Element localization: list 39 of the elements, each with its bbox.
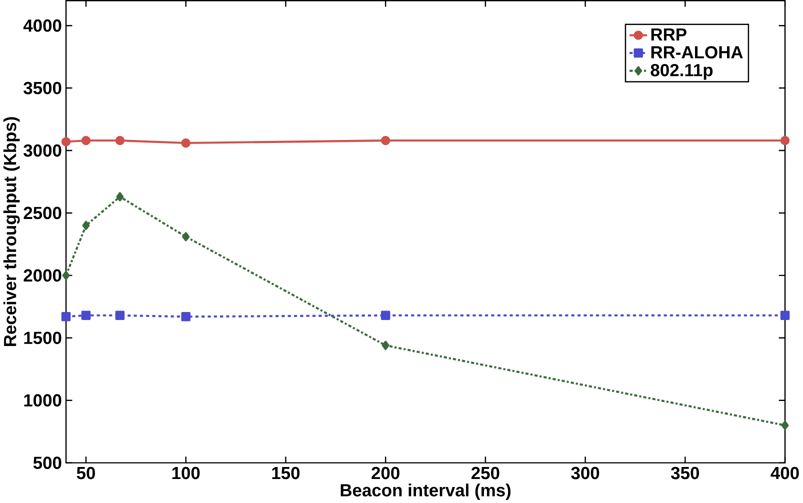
x-tick-label: 100	[172, 466, 200, 480]
point	[781, 420, 789, 430]
y-axis-title: Receiver throughput (Kbps)	[3, 116, 20, 346]
x-tick-label: 50	[76, 466, 95, 480]
y-tick-label: 500	[33, 456, 62, 469]
y-tick-label: 1000	[24, 394, 62, 406]
point	[382, 340, 390, 350]
y-tick-label: 3000	[24, 144, 62, 157]
point	[780, 136, 790, 145]
point	[61, 312, 71, 322]
x-tick-label: 350	[670, 466, 699, 480]
x-tick-label: 200	[372, 466, 400, 480]
legend-label: RR-ALOHA	[651, 46, 743, 58]
point	[81, 136, 91, 145]
point	[181, 312, 190, 322]
point	[380, 136, 390, 145]
legend-label: 802.11p	[650, 64, 713, 80]
y-tick-label: 4000	[23, 19, 62, 32]
legend-label: RRP	[651, 28, 686, 40]
point	[182, 232, 190, 242]
point	[181, 138, 190, 148]
point	[82, 220, 90, 230]
x-tick-label: 250	[471, 466, 500, 480]
point	[380, 310, 390, 320]
x-tick-label: 300	[571, 466, 600, 480]
point	[81, 310, 91, 320]
point	[780, 310, 790, 320]
x-tick-label: 150	[272, 466, 300, 480]
point	[115, 136, 125, 145]
point	[116, 192, 124, 202]
x-axis-title: Beacon interval (ms)	[340, 483, 510, 500]
y-tick-label: 2000	[24, 269, 62, 282]
y-tick-label: 2500	[24, 206, 62, 220]
y-tick-label: 1500	[24, 332, 62, 344]
x-tick-label: 400	[770, 466, 799, 480]
point	[115, 310, 125, 320]
point	[62, 270, 70, 280]
point	[61, 136, 71, 146]
y-tick-label: 3500	[24, 82, 62, 94]
